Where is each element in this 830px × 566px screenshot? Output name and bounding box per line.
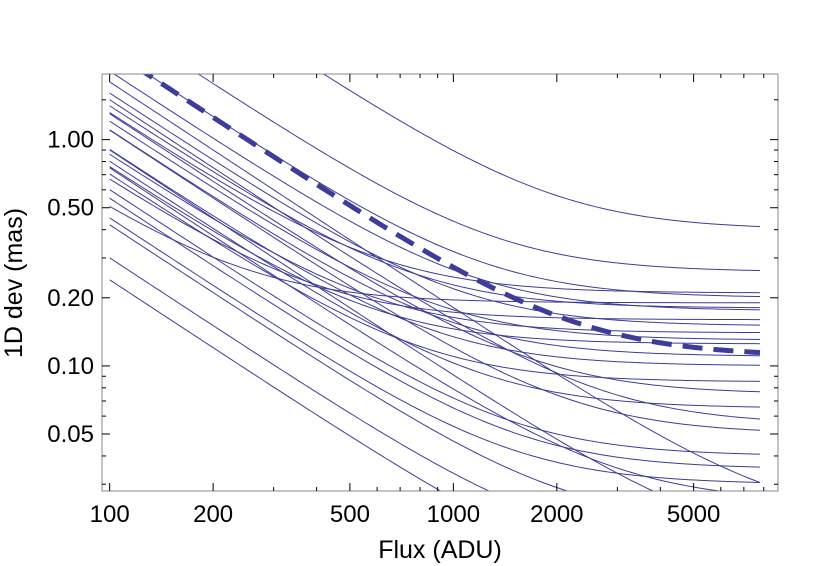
series-line-25 bbox=[109, 81, 761, 483]
series-line-19 bbox=[109, 217, 761, 483]
series-line-24 bbox=[109, 149, 655, 491]
y-tick-label: 0.10 bbox=[47, 353, 94, 380]
x-tick-label: 500 bbox=[330, 501, 370, 528]
x-tick-label: 1000 bbox=[427, 501, 480, 528]
series-line-20 bbox=[109, 167, 724, 491]
series-line-6 bbox=[109, 112, 760, 294]
series-line-15 bbox=[109, 160, 760, 408]
x-tick-label: 5000 bbox=[667, 501, 720, 528]
series-line-26 bbox=[109, 205, 760, 304]
series-line-1 bbox=[322, 74, 761, 228]
x-axis-title: Flux (ADU) bbox=[378, 536, 502, 564]
series-line-23 bbox=[109, 279, 442, 491]
series-line-5 bbox=[113, 74, 760, 311]
x-tick-label: 200 bbox=[193, 501, 233, 528]
series-line-10 bbox=[109, 166, 760, 345]
series-line-21 bbox=[109, 224, 569, 491]
x-tick-label: 2000 bbox=[530, 501, 583, 528]
x-tick-label: 100 bbox=[90, 501, 130, 528]
series-line-12 bbox=[109, 148, 760, 366]
plot-area-background bbox=[102, 74, 778, 491]
series-line-7 bbox=[109, 92, 760, 326]
y-tick-label: 0.50 bbox=[47, 195, 94, 222]
y-tick-label: 0.05 bbox=[47, 421, 94, 448]
plot-frame bbox=[101, 73, 779, 492]
series-line-22 bbox=[109, 257, 491, 491]
series-line-16 bbox=[109, 99, 761, 420]
series-group bbox=[109, 74, 761, 491]
series-line-27 bbox=[109, 178, 760, 321]
x-axis: 100 200 500 1000 2000 5000 bbox=[90, 74, 765, 528]
y-tick-label: 1.00 bbox=[47, 127, 94, 154]
y-tick-label: 0.20 bbox=[47, 285, 94, 312]
series-line-8 bbox=[109, 120, 760, 340]
series-line-13 bbox=[109, 113, 761, 393]
mean-dashed-line bbox=[142, 74, 761, 356]
series-line-28 bbox=[109, 129, 761, 431]
y-axis: 0.05 0.10 0.20 0.50 1.00 bbox=[47, 99, 778, 485]
series-line-18 bbox=[109, 197, 761, 468]
series-line-17 bbox=[109, 189, 761, 455]
series-line-14 bbox=[109, 173, 760, 382]
series-line-2 bbox=[197, 74, 760, 272]
y-axis-title: 1D dev (mas) bbox=[0, 208, 28, 358]
series-line-11 bbox=[109, 129, 760, 357]
